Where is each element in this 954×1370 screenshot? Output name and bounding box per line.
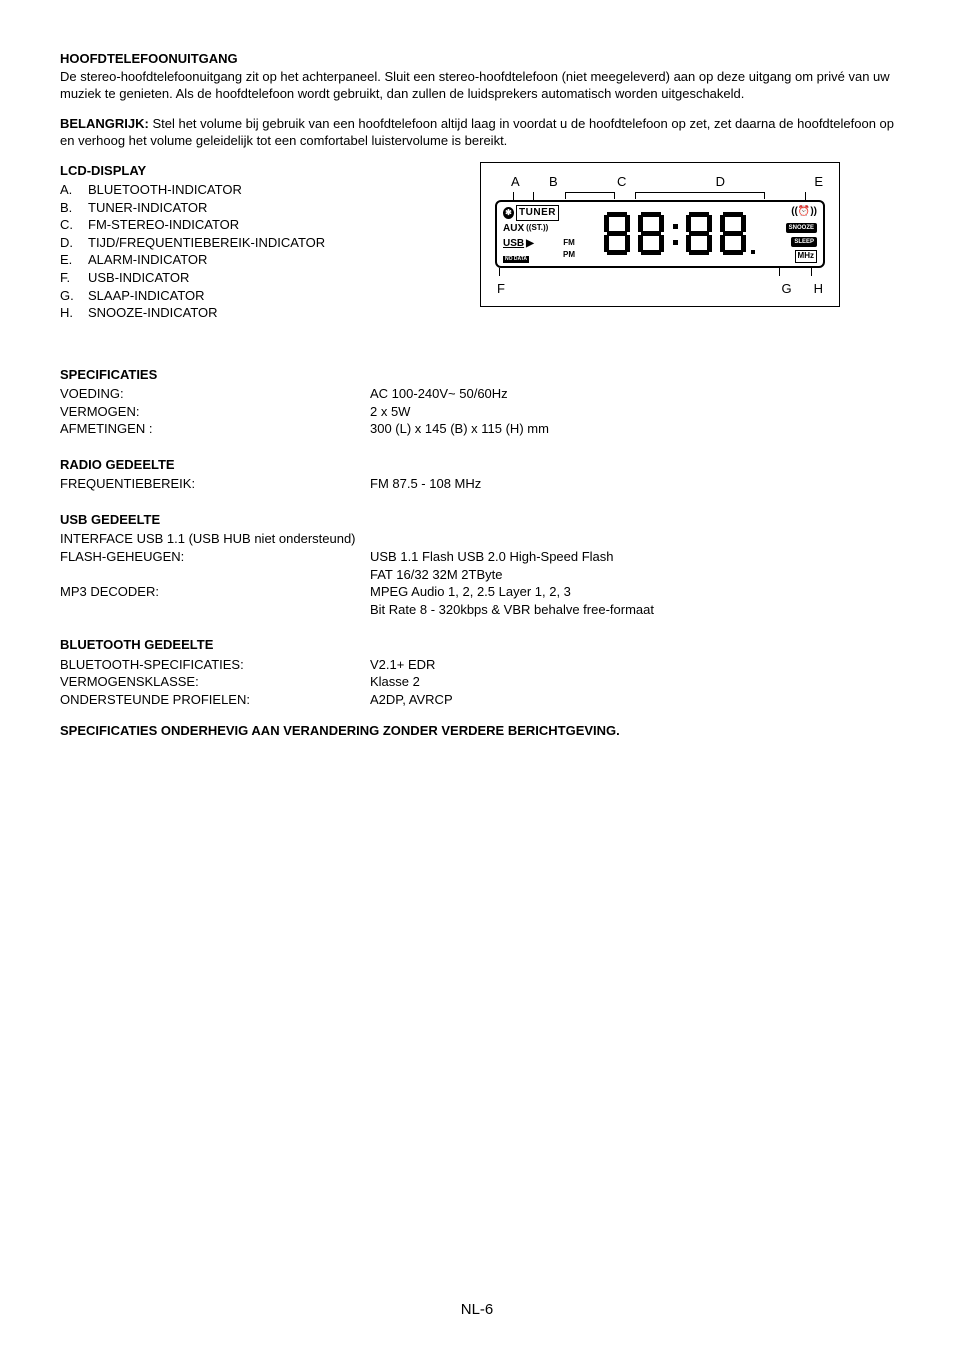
spec-row: Bit Rate 8 - 320kbps & VBR behalve free-… — [60, 601, 894, 619]
specs-rows: VOEDING:AC 100-240V~ 50/60Hz VERMOGEN:2 … — [60, 385, 894, 438]
stereo-indicator: ((ST.)) — [526, 223, 548, 234]
important-label: BELANGRIJK: — [60, 116, 149, 131]
lcd-top-labels: A B C D E — [495, 173, 825, 191]
radio-title: RADIO GEDEELTE — [60, 456, 894, 474]
label-b: B — [549, 173, 558, 191]
label-h: H — [814, 280, 823, 298]
label-d: D — [716, 173, 725, 191]
mhz-indicator: MHz — [795, 250, 817, 263]
lcd-diagram-column: A B C D E ✱TUNER AUX((ST.)) USB▶ NO DATA — [480, 162, 894, 336]
spec-row: VOEDING:AC 100-240V~ 50/60Hz — [60, 385, 894, 403]
seven-segment-icon — [603, 210, 758, 258]
label-e: E — [814, 173, 823, 191]
lcd-screen: ✱TUNER AUX((ST.)) USB▶ NO DATA FM PM — [495, 200, 825, 268]
list-item: A.BLUETOOTH-INDICATOR — [60, 181, 480, 199]
label-c: C — [617, 173, 626, 191]
spec-row: AFMETINGEN :300 (L) x 145 (B) x 115 (H) … — [60, 420, 894, 438]
tuner-indicator: TUNER — [516, 205, 559, 221]
important-body: Stel het volume bij gebruik van een hoof… — [60, 116, 894, 149]
lcd-list: A.BLUETOOTH-INDICATOR B.TUNER-INDICATOR … — [60, 181, 480, 321]
radio-rows: FREQUENTIEBEREIK:FM 87.5 - 108 MHz — [60, 475, 894, 493]
tick-line-bottom — [495, 268, 825, 276]
spec-row: FLASH-GEHEUGEN:USB 1.1 Flash USB 2.0 Hig… — [60, 548, 894, 566]
bluetooth-title: BLUETOOTH GEDEELTE — [60, 636, 894, 654]
lcd-right-indicators: ((⏰)) SNOOZE SLEEP MHz — [781, 205, 817, 263]
lcd-section: LCD-DISPLAY A.BLUETOOTH-INDICATOR B.TUNE… — [60, 162, 894, 336]
footer-notice: SPECIFICATIES ONDERHEVIG AAN VERANDERING… — [60, 722, 894, 740]
list-item: B.TUNER-INDICATOR — [60, 199, 480, 217]
lcd-bottom-labels: F G H — [495, 280, 825, 298]
pm-indicator: PM — [563, 250, 575, 261]
usb-title: USB GEDEELTE — [60, 511, 894, 529]
page-number: NL-6 — [60, 1300, 894, 1320]
list-item: C.FM-STEREO-INDICATOR — [60, 216, 480, 234]
spec-row: MP3 DECODER:MPEG Audio 1, 2, 2.5 Layer 1… — [60, 583, 894, 601]
list-item: G.SLAAP-INDICATOR — [60, 287, 480, 305]
spec-row: FAT 16/32 32M 2TByte — [60, 566, 894, 584]
sleep-indicator: SLEEP — [791, 237, 817, 247]
usb-line1: INTERFACE USB 1.1 (USB HUB niet onderste… — [60, 530, 894, 548]
usb-indicator: USB — [503, 237, 524, 251]
bluetooth-icon: ✱ — [503, 207, 514, 219]
list-item: H.SNOOZE-INDICATOR — [60, 304, 480, 322]
lcd-left-column: LCD-DISPLAY A.BLUETOOTH-INDICATOR B.TUNE… — [60, 162, 480, 336]
specs-title: SPECIFICATIES — [60, 366, 894, 384]
spec-row: FREQUENTIEBEREIK:FM 87.5 - 108 MHz — [60, 475, 894, 493]
alarm-icon: ((⏰)) — [791, 205, 817, 219]
spec-row: VERMOGEN:2 x 5W — [60, 403, 894, 421]
fm-indicator: FM — [563, 238, 575, 249]
label-a: A — [511, 173, 520, 191]
headphone-body: De stereo-hoofdtelefoonuitgang zit op he… — [60, 68, 894, 103]
nodata-indicator: NO DATA — [503, 256, 529, 263]
usb-arrow-icon: ▶ — [526, 237, 534, 251]
time-frequency-digits — [579, 205, 781, 263]
snooze-indicator: SNOOZE — [786, 223, 817, 233]
tick-line-top — [495, 192, 825, 200]
list-item: F.USB-INDICATOR — [60, 269, 480, 287]
lcd-diagram: A B C D E ✱TUNER AUX((ST.)) USB▶ NO DATA — [480, 162, 840, 307]
section-headphone: HOOFDTELEFOONUITGANG De stereo-hoofdtele… — [60, 50, 894, 150]
lcd-fm-pm: FM PM — [559, 205, 579, 263]
headphone-important: BELANGRIJK: Stel het volume bij gebruik … — [60, 115, 894, 150]
spec-row: VERMOGENSKLASSE:Klasse 2 — [60, 673, 894, 691]
spec-row: BLUETOOTH-SPECIFICATIES:V2.1+ EDR — [60, 656, 894, 674]
lcd-title: LCD-DISPLAY — [60, 162, 480, 180]
list-item: D.TIJD/FREQUENTIEBEREIK-INDICATOR — [60, 234, 480, 252]
label-f: F — [497, 280, 505, 298]
label-g: G — [781, 280, 791, 298]
list-item: E.ALARM-INDICATOR — [60, 251, 480, 269]
usb-rows: FLASH-GEHEUGEN:USB 1.1 Flash USB 2.0 Hig… — [60, 548, 894, 618]
lcd-left-indicators: ✱TUNER AUX((ST.)) USB▶ NO DATA — [503, 205, 559, 263]
bluetooth-rows: BLUETOOTH-SPECIFICATIES:V2.1+ EDR VERMOG… — [60, 656, 894, 709]
spec-row: ONDERSTEUNDE PROFIELEN:A2DP, AVRCP — [60, 691, 894, 709]
headphone-title: HOOFDTELEFOONUITGANG — [60, 50, 894, 68]
aux-indicator: AUX — [503, 222, 524, 236]
